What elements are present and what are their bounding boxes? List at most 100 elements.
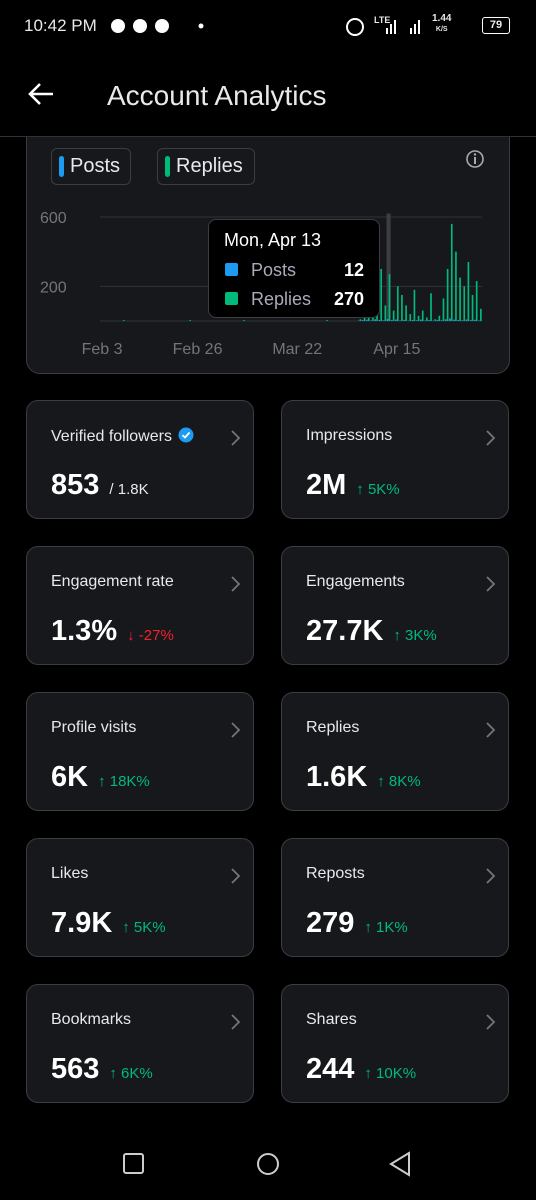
stat-card[interactable]: Engagement rate 1.3% ↓ -27% <box>26 546 254 665</box>
battery: 79 <box>482 17 510 34</box>
back-button[interactable] <box>28 82 56 106</box>
bar <box>359 319 362 321</box>
stat-value: 2M ↑ 5K% <box>306 469 400 502</box>
stat-change: ↑ 6K% <box>109 1065 153 1082</box>
stat-card[interactable]: Likes 7.9K ↑ 5K% <box>26 838 254 957</box>
legend-swatch <box>59 156 64 177</box>
chevron <box>231 576 241 592</box>
stat-change: ↑ 5K% <box>122 919 166 936</box>
home-button[interactable] <box>257 1153 279 1175</box>
stat-card[interactable]: Verified followers 853 / 1.8K <box>26 400 254 519</box>
stat-value: 1.6K ↑ 8K% <box>306 761 421 794</box>
stat-card[interactable]: Profile visits 6K ↑ 18K% <box>26 692 254 811</box>
stat-label: Bookmarks <box>51 1011 132 1028</box>
legend-swatch <box>165 156 170 177</box>
bar <box>455 251 457 321</box>
stat-label: Impressions <box>306 427 393 444</box>
bar <box>473 319 476 321</box>
stat-number: 7.9K <box>51 907 113 939</box>
bar <box>380 268 383 321</box>
bar <box>463 286 466 321</box>
back-nav-button[interactable] <box>389 1151 410 1177</box>
legend-label: Posts <box>70 155 121 177</box>
legend-posts[interactable]: Posts <box>51 148 131 185</box>
bar <box>465 319 468 321</box>
bar <box>421 310 424 321</box>
stat-card[interactable]: Replies 1.6K ↑ 8K% <box>281 692 509 811</box>
bar <box>388 274 391 321</box>
stat-card[interactable]: Shares 244 ↑ 10K% <box>281 984 509 1103</box>
stat-value: 1.3% ↓ -27% <box>51 615 174 648</box>
stat-label: Verified followers <box>51 427 194 446</box>
bar <box>461 320 464 321</box>
tooltip-label: Posts <box>251 260 297 280</box>
bar <box>390 320 393 321</box>
bar <box>480 308 482 321</box>
chevron <box>486 722 496 738</box>
stat-total: / 1.8K <box>109 481 149 498</box>
bar <box>450 223 453 321</box>
stat-label: Replies <box>306 719 360 736</box>
stat-value: 27.7K ↑ 3K% <box>306 615 437 648</box>
bar <box>444 319 447 321</box>
tooltip-swatch <box>225 292 238 305</box>
y-tick-label: 200 <box>40 279 67 296</box>
net-speed: 1.44 K/S <box>432 14 451 35</box>
chevron <box>231 430 241 446</box>
stat-change: ↑ 10K% <box>364 1065 417 1082</box>
speed-unit: K/S <box>435 26 448 33</box>
stat-card[interactable]: Impressions 2M ↑ 5K% <box>281 400 509 519</box>
stat-value: 6K ↑ 18K% <box>51 761 150 794</box>
stat-number: 2M <box>306 469 347 501</box>
bar <box>395 319 397 321</box>
tooltip-swatch <box>225 263 238 276</box>
info-icon[interactable] <box>464 148 486 170</box>
x-tick-label: Apr 15 <box>373 341 420 358</box>
stat-label: Engagement rate <box>51 573 174 590</box>
bar <box>430 293 432 321</box>
stat-value: 244 ↑ 10K% <box>306 1053 416 1086</box>
chevron <box>231 868 241 884</box>
tooltip-label: Replies <box>251 289 312 309</box>
x-tick-label: Feb 3 <box>82 341 123 358</box>
chart: 200 600 Feb 3 Feb 26 Mar 22 Apr 15 <box>40 210 482 358</box>
bar <box>405 305 407 321</box>
recents-button[interactable] <box>123 1153 144 1174</box>
bar <box>469 320 472 321</box>
stat-change: ↓ -27% <box>127 627 174 644</box>
bar <box>401 294 403 321</box>
speed-value: 1.44 <box>432 13 452 24</box>
verified-badge <box>178 427 194 443</box>
bar <box>417 315 420 321</box>
bar <box>411 319 414 321</box>
bar <box>440 320 443 321</box>
network-type: LTE <box>374 15 391 25</box>
alarm-icon <box>346 18 364 36</box>
bar <box>420 319 422 321</box>
chevron <box>486 576 496 592</box>
stat-number: 1.3% <box>51 615 118 647</box>
bar <box>457 319 460 321</box>
stat-value: 563 ↑ 6K% <box>51 1053 153 1086</box>
highlight <box>386 213 391 321</box>
y-tick-label: 600 <box>40 210 67 227</box>
bar <box>386 318 389 321</box>
bar <box>438 315 441 321</box>
page-title: Account Analytics <box>107 80 327 111</box>
stat-card[interactable]: Bookmarks 563 ↑ 6K% <box>26 984 254 1103</box>
bar <box>453 319 455 321</box>
stat-change: ↑ 8K% <box>377 773 421 790</box>
stat-number: 279 <box>306 907 355 939</box>
stat-card[interactable]: Reposts 279 ↑ 1K% <box>281 838 509 957</box>
chevron <box>231 1014 241 1030</box>
stat-label: Profile visits <box>51 719 137 736</box>
chevron <box>486 1014 496 1030</box>
stat-card[interactable]: Engagements 27.7K ↑ 3K% <box>281 546 509 665</box>
bar <box>424 320 426 321</box>
stat-change: ↑ 1K% <box>364 919 408 936</box>
signal-icons <box>386 20 420 34</box>
legend-replies[interactable]: Replies <box>157 148 255 185</box>
stat-number: 563 <box>51 1053 100 1085</box>
bar <box>370 320 372 321</box>
